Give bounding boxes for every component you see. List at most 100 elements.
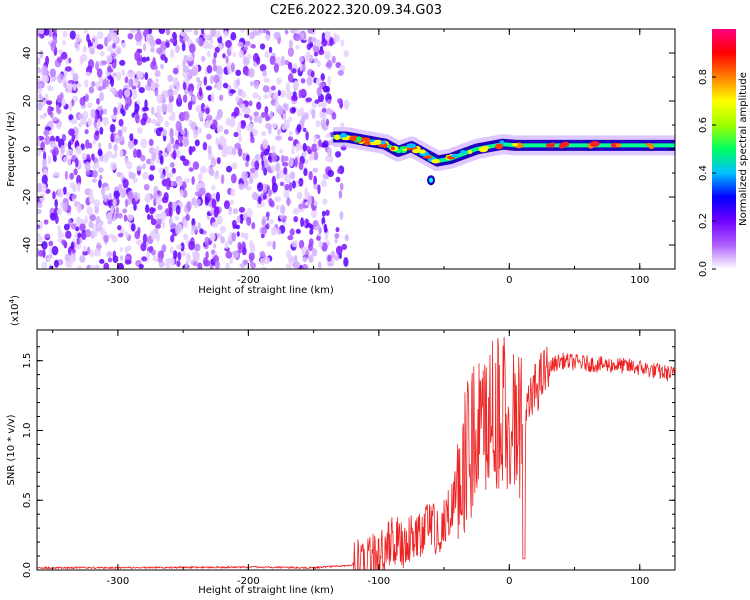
- noise-blob: [50, 212, 57, 221]
- noise-blob: [216, 215, 223, 225]
- noise-blob: [338, 252, 342, 260]
- y-axis-label: Frequency (Hz): [6, 111, 17, 187]
- noise-blob: [125, 259, 132, 265]
- noise-blob: [171, 167, 176, 174]
- noise-blob: [245, 161, 249, 168]
- noise-blob: [298, 239, 305, 249]
- noise-blob: [161, 152, 168, 158]
- noise-blob: [334, 254, 340, 261]
- noise-blob: [220, 174, 225, 185]
- noise-blob: [87, 118, 93, 127]
- noise-blob: [216, 125, 222, 133]
- noise-blob: [181, 42, 186, 52]
- noise-blob: [186, 200, 192, 212]
- noise-blob: [84, 228, 91, 238]
- noise-blob: [305, 130, 309, 141]
- noise-blob: [200, 55, 206, 62]
- noise-blob: [293, 215, 299, 223]
- noise-blob: [154, 213, 162, 220]
- noise-blob: [205, 114, 213, 121]
- noise-blob: [288, 181, 293, 192]
- noise-blob: [233, 131, 239, 138]
- noise-blob: [150, 80, 156, 91]
- noise-blob: [132, 148, 138, 158]
- noise-blob: [97, 118, 101, 128]
- noise-blob: [316, 236, 321, 241]
- noise-blob: [37, 66, 41, 74]
- noise-blob: [260, 201, 265, 207]
- noise-blob: [312, 220, 319, 227]
- noise-blob: [196, 127, 203, 135]
- noise-blob: [284, 29, 289, 35]
- noise-blob: [278, 106, 284, 116]
- noise-blob: [155, 145, 160, 155]
- noise-blob: [263, 77, 270, 83]
- noise-blob: [229, 199, 235, 206]
- noise-blob: [226, 61, 231, 71]
- noise-blob: [199, 187, 206, 196]
- noise-blob: [225, 262, 230, 269]
- signal-spot: [390, 146, 395, 151]
- noise-blob: [298, 180, 303, 185]
- noise-blob: [334, 151, 342, 158]
- noise-blob: [325, 62, 331, 68]
- noise-blob: [155, 231, 161, 242]
- noise-blob: [97, 105, 103, 111]
- noise-blob: [259, 250, 266, 258]
- noise-blob: [61, 239, 66, 246]
- noise-blob: [301, 246, 306, 256]
- noise-blob: [108, 192, 112, 202]
- noise-blob: [311, 143, 318, 153]
- noise-blob: [87, 102, 93, 109]
- noise-blob: [300, 217, 304, 228]
- noise-blob: [120, 255, 124, 261]
- noise-blob: [209, 74, 214, 85]
- noise-blob: [296, 123, 302, 133]
- noise-blob: [108, 142, 112, 150]
- noise-blob: [207, 145, 212, 155]
- noise-blob: [84, 93, 90, 102]
- noise-blob: [247, 123, 254, 133]
- noise-blob: [200, 102, 206, 114]
- noise-blob: [240, 29, 245, 33]
- noise-blob: [269, 110, 274, 120]
- noise-blob: [134, 51, 141, 62]
- noise-blob: [84, 215, 88, 224]
- noise-blob: [91, 37, 96, 43]
- figure-title: C2E6.2022.320.09.34.G03: [270, 3, 442, 18]
- noise-blob: [176, 84, 180, 92]
- noise-blob: [131, 112, 136, 118]
- noise-blob: [265, 223, 270, 229]
- noise-blob: [181, 250, 186, 257]
- noise-blob: [103, 196, 108, 203]
- noise-blob: [105, 151, 113, 159]
- noise-blob: [287, 235, 294, 241]
- noise-blob: [103, 186, 111, 192]
- noise-blob: [249, 81, 254, 87]
- noise-blob: [149, 214, 154, 221]
- noise-blob: [249, 243, 256, 254]
- colorbar-tick-label: 0.6: [698, 117, 709, 133]
- noise-blob: [170, 234, 175, 243]
- noise-blob: [54, 199, 58, 208]
- noise-blob: [320, 73, 325, 81]
- noise-blob: [141, 256, 148, 262]
- noise-blob: [272, 91, 279, 102]
- noise-blob: [291, 95, 298, 102]
- noise-blob: [137, 192, 141, 200]
- noise-blob: [128, 78, 134, 88]
- noise-blob: [150, 46, 155, 53]
- noise-blob: [72, 184, 77, 193]
- noise-blob: [257, 196, 262, 205]
- noise-blob: [223, 128, 229, 135]
- noise-blob: [189, 90, 193, 97]
- noise-blob: [187, 54, 194, 62]
- noise-blob: [41, 65, 48, 76]
- noise-blob: [225, 250, 233, 259]
- noise-blob: [60, 144, 65, 154]
- noise-blob: [99, 50, 105, 57]
- noise-blob: [275, 135, 282, 141]
- noise-blob: [191, 250, 197, 258]
- noise-blob: [187, 100, 193, 111]
- noise-blob: [146, 158, 152, 165]
